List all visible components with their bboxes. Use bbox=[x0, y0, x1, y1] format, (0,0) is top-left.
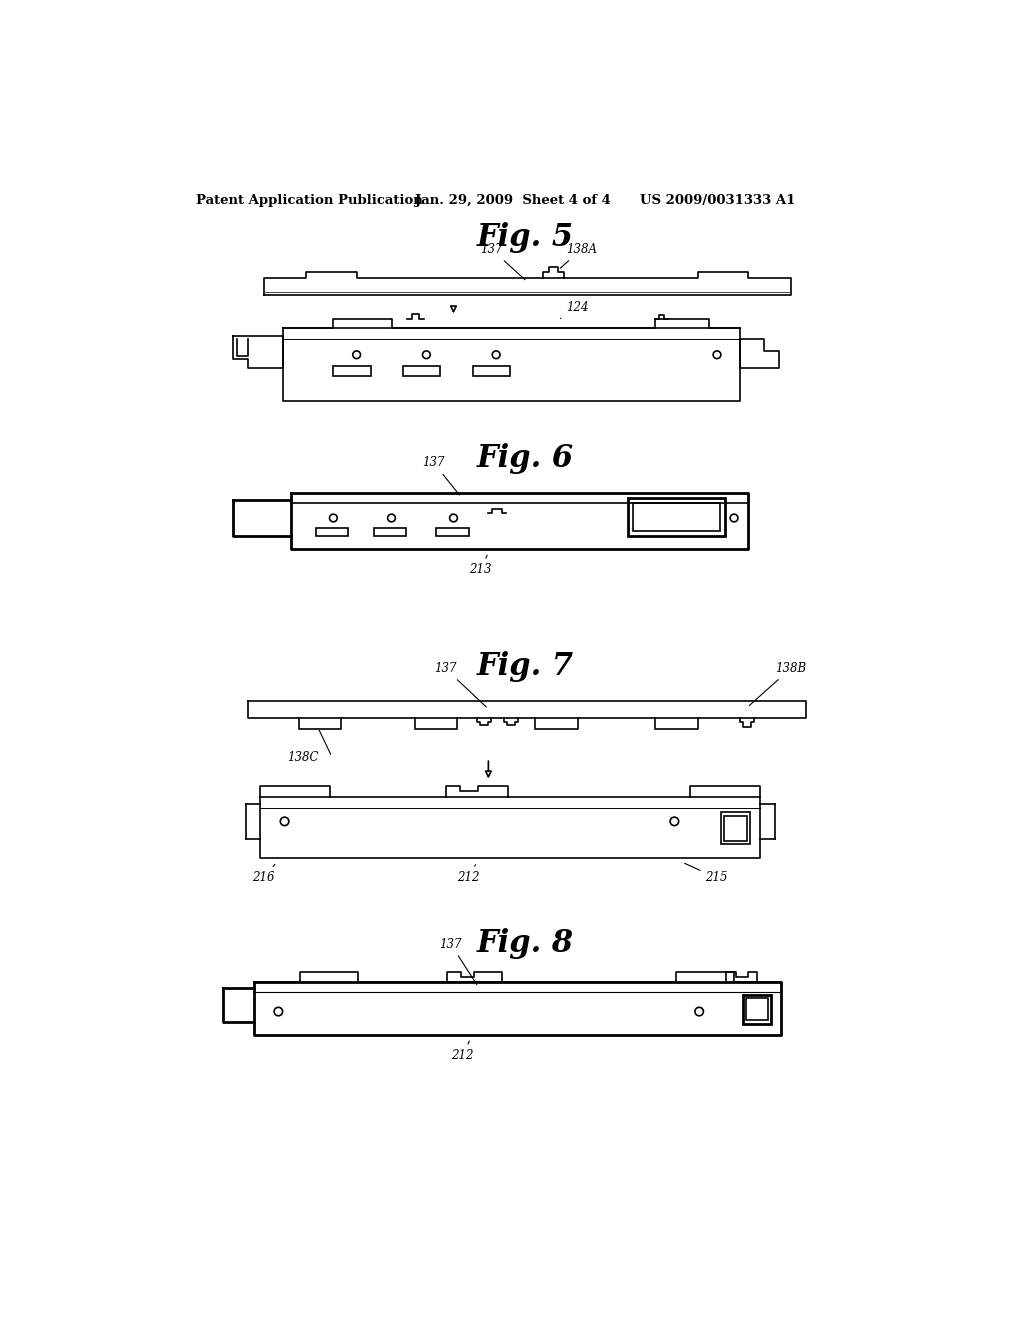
Text: Jan. 29, 2009  Sheet 4 of 4: Jan. 29, 2009 Sheet 4 of 4 bbox=[415, 194, 610, 207]
Text: Patent Application Publication: Patent Application Publication bbox=[197, 194, 423, 207]
Text: 213: 213 bbox=[469, 556, 492, 577]
Bar bbox=[403, 367, 440, 376]
Text: 138B: 138B bbox=[750, 663, 806, 706]
Text: 212: 212 bbox=[452, 1041, 474, 1063]
Text: Fig. 5: Fig. 5 bbox=[476, 222, 573, 253]
Bar bbox=[721, 812, 751, 845]
Bar bbox=[633, 503, 720, 531]
Bar bbox=[374, 528, 407, 536]
Text: Fig. 6: Fig. 6 bbox=[476, 444, 573, 474]
Text: Fig. 8: Fig. 8 bbox=[476, 928, 573, 960]
Bar bbox=[746, 998, 768, 1020]
Bar bbox=[724, 816, 748, 841]
Text: 137: 137 bbox=[439, 937, 477, 985]
Text: 137: 137 bbox=[423, 457, 460, 495]
Bar bbox=[743, 995, 771, 1024]
Text: Fig. 7: Fig. 7 bbox=[476, 651, 573, 682]
Text: 215: 215 bbox=[685, 863, 728, 884]
Text: 137: 137 bbox=[480, 243, 525, 280]
Bar bbox=[473, 367, 510, 376]
Text: 216: 216 bbox=[252, 865, 275, 884]
Text: 212: 212 bbox=[458, 865, 480, 884]
Text: 138C: 138C bbox=[287, 751, 318, 763]
Bar bbox=[334, 367, 371, 376]
Bar bbox=[315, 528, 348, 536]
Text: 138A: 138A bbox=[560, 243, 597, 268]
Text: 137: 137 bbox=[434, 663, 486, 708]
Bar bbox=[436, 528, 469, 536]
Text: 124: 124 bbox=[560, 301, 589, 318]
Bar bbox=[628, 498, 725, 536]
Text: US 2009/0031333 A1: US 2009/0031333 A1 bbox=[640, 194, 795, 207]
